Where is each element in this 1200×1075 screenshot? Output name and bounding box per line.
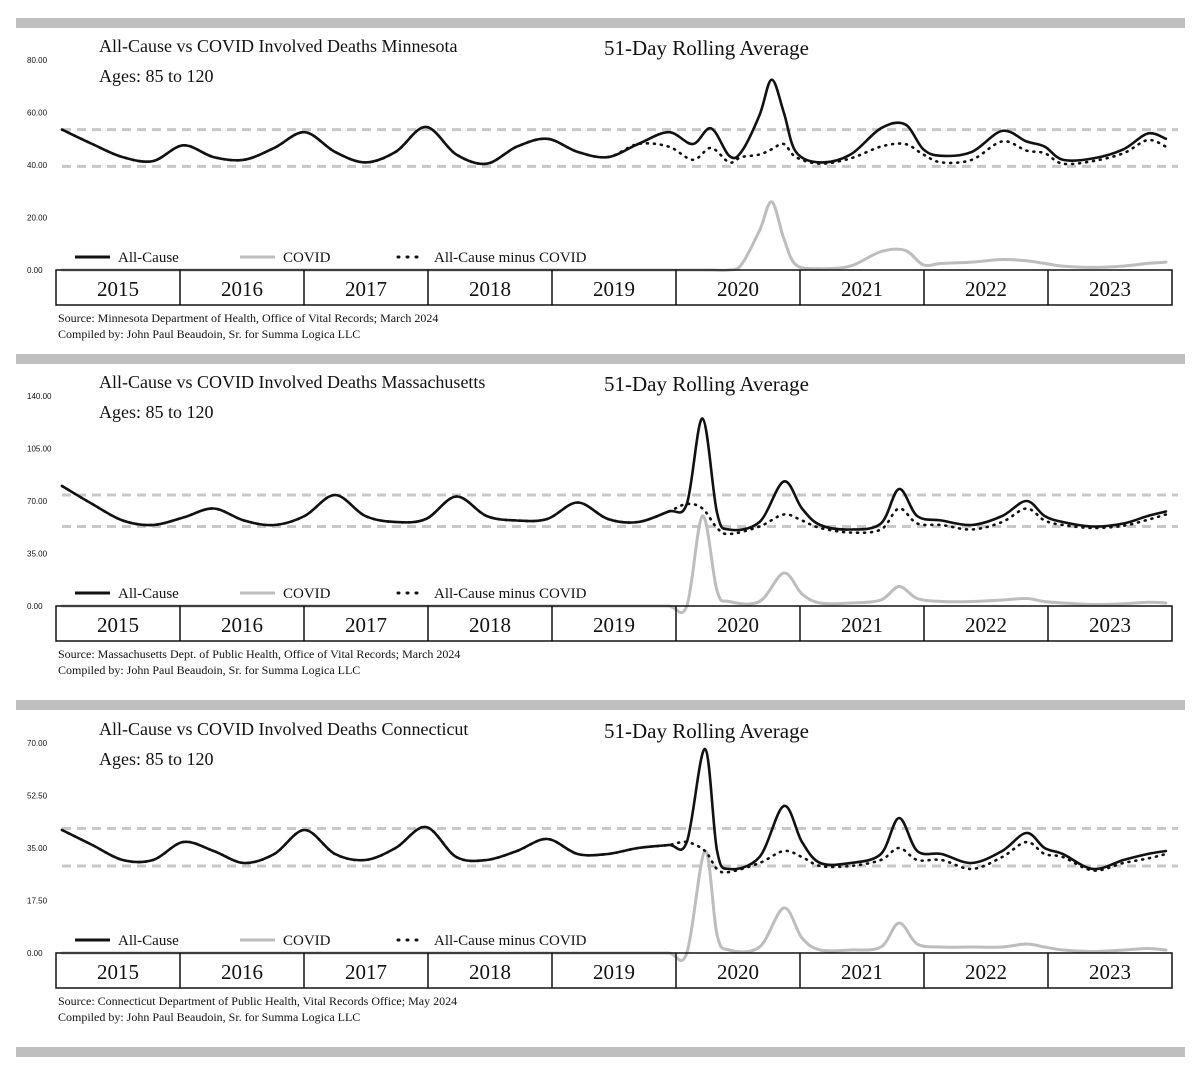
year-axis: 2015 2016 2017 2018 2019 2020 2021 2022 2023 [55, 605, 1173, 642]
legend-label-minus: All-Cause minus COVID [434, 586, 587, 602]
chart-panel: All-Cause vs COVID Involved Deaths Minne… [0, 20, 1200, 360]
all-cause-minus-covid-line [60, 484, 1168, 536]
separator-band [16, 354, 1185, 364]
year-label: 2022 [965, 277, 1007, 301]
all-cause-line [60, 747, 1168, 871]
y-tick-label: 0.00 [27, 266, 43, 275]
year-label: 2023 [1089, 613, 1131, 637]
legend-label-all-cause: All-Cause [118, 933, 179, 949]
year-label: 2018 [469, 613, 511, 637]
y-tick-label: 40.00 [27, 161, 48, 170]
year-label: 2016 [221, 277, 263, 301]
ages-label: Ages: 85 to 120 [99, 749, 214, 769]
year-label: 2015 [97, 613, 139, 637]
y-tick-label: 140.00 [27, 392, 52, 401]
year-axis: 2015 2016 2017 2018 2019 2020 2021 2022 2023 [55, 952, 1173, 989]
y-tick-label: 70.00 [27, 739, 48, 748]
chart-title: All-Cause vs COVID Involved Deaths Massa… [99, 372, 485, 392]
year-label: 2021 [841, 277, 883, 301]
chart-title: All-Cause vs COVID Involved Deaths Minne… [99, 36, 457, 56]
chart-svg: All-Cause vs COVID Involved Deaths Massa… [27, 372, 1178, 677]
year-label: 2019 [593, 960, 635, 984]
all-cause-line [60, 78, 1168, 166]
year-label: 2015 [97, 277, 139, 301]
year-axis-frame [55, 605, 1173, 642]
chart-svg: All-Cause vs COVID Involved Deaths Minne… [27, 36, 1178, 341]
y-tick-label: 80.00 [27, 56, 48, 65]
year-label: 2019 [593, 613, 635, 637]
year-label: 2020 [717, 960, 759, 984]
chart-panel: All-Cause vs COVID Involved Deaths Conne… [0, 703, 1200, 1043]
year-label: 2023 [1089, 277, 1131, 301]
legend-label-covid: COVID [283, 586, 331, 602]
year-label: 2017 [345, 277, 387, 301]
year-label: 2015 [97, 960, 139, 984]
ages-label: Ages: 85 to 120 [99, 402, 214, 422]
legend-label-covid: COVID [283, 933, 331, 949]
separator-band [16, 18, 1185, 28]
source-note: Source: Connecticut Department of Public… [58, 994, 457, 1008]
y-tick-label: 20.00 [27, 214, 48, 223]
source-note: Source: Massachusetts Dept. of Public He… [58, 647, 460, 661]
covid-line [60, 514, 1168, 615]
y-tick-label: 52.50 [27, 792, 48, 801]
chart-title: All-Cause vs COVID Involved Deaths Conne… [99, 719, 468, 739]
y-tick-label: 35.00 [27, 550, 48, 559]
year-label: 2016 [221, 960, 263, 984]
year-axis-frame [55, 952, 1173, 989]
compiled-note: Compiled by: John Paul Beaudoin, Sr. for… [58, 1010, 360, 1024]
y-tick-label: 0.00 [27, 949, 43, 958]
year-label: 2020 [717, 277, 759, 301]
year-label: 2022 [965, 613, 1007, 637]
chart-subtitle: 51-Day Rolling Average [604, 719, 809, 743]
chart-panel: All-Cause vs COVID Involved Deaths Massa… [0, 356, 1200, 696]
y-tick-label: 0.00 [27, 602, 43, 611]
year-label: 2020 [717, 613, 759, 637]
legend: All-Cause COVID All-Cause minus COVID [75, 586, 587, 602]
y-tick-label: 35.00 [27, 844, 48, 853]
legend-label-all-cause: All-Cause [118, 586, 179, 602]
legend: All-Cause COVID All-Cause minus COVID [75, 250, 587, 266]
y-tick-label: 17.50 [27, 897, 48, 906]
year-axis: 2015 2016 2017 2018 2019 2020 2021 2022 2023 [55, 269, 1173, 306]
all-cause-line [60, 417, 1168, 532]
year-label: 2018 [469, 277, 511, 301]
y-tick-label: 60.00 [27, 109, 48, 118]
legend-label-all-cause: All-Cause [118, 250, 179, 266]
year-label: 2016 [221, 613, 263, 637]
year-label: 2021 [841, 960, 883, 984]
legend-label-minus: All-Cause minus COVID [434, 933, 587, 949]
year-axis-frame [55, 269, 1173, 306]
compiled-note: Compiled by: John Paul Beaudoin, Sr. for… [58, 327, 360, 341]
legend-label-minus: All-Cause minus COVID [434, 250, 587, 266]
year-label: 2018 [469, 960, 511, 984]
y-tick-label: 70.00 [27, 497, 48, 506]
chart-svg: All-Cause vs COVID Involved Deaths Conne… [27, 719, 1178, 1024]
year-label: 2023 [1089, 960, 1131, 984]
year-label: 2021 [841, 613, 883, 637]
chart-subtitle: 51-Day Rolling Average [604, 372, 809, 396]
source-note: Source: Minnesota Department of Health, … [58, 311, 438, 325]
legend-label-covid: COVID [283, 250, 331, 266]
year-label: 2017 [345, 960, 387, 984]
year-label: 2019 [593, 277, 635, 301]
legend: All-Cause COVID All-Cause minus COVID [75, 933, 587, 949]
chart-subtitle: 51-Day Rolling Average [604, 36, 809, 60]
year-label: 2017 [345, 613, 387, 637]
separator-band [16, 1047, 1185, 1057]
covid-line [60, 200, 1168, 272]
compiled-note: Compiled by: John Paul Beaudoin, Sr. for… [58, 663, 360, 677]
y-tick-label: 105.00 [27, 445, 52, 454]
year-label: 2022 [965, 960, 1007, 984]
separator-band [16, 700, 1185, 710]
ages-label: Ages: 85 to 120 [99, 66, 214, 86]
